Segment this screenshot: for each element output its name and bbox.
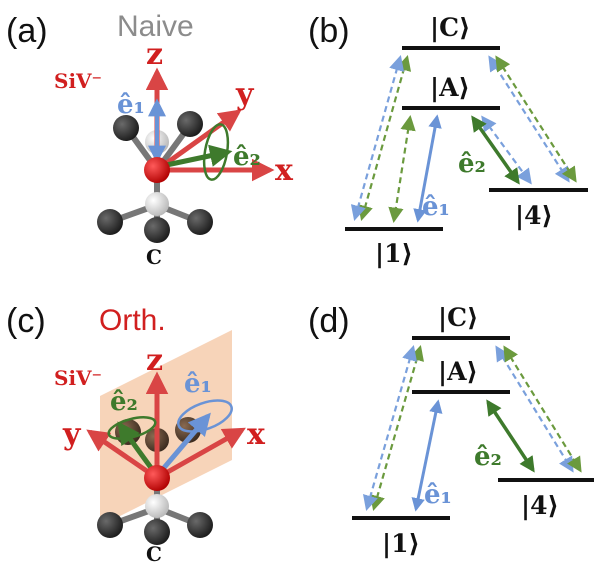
e1-transition-1-A: [413, 114, 442, 223]
x-axis-label: x: [247, 417, 266, 452]
ket-A: |A⟩: [438, 357, 478, 386]
panel-c: (c) Orth.: [6, 302, 266, 564]
e2-label: ê₂: [458, 149, 486, 179]
siv-atom: [144, 465, 170, 491]
siv-molecule-c: [86, 330, 246, 545]
e1-label: ê₁: [117, 90, 145, 120]
e1-transition-1-A: [411, 399, 443, 512]
z-axis-label: z: [146, 37, 163, 72]
z-axis-label: z: [146, 343, 163, 378]
ket-C: |C⟩: [430, 13, 470, 42]
carbon-atom: [113, 115, 139, 141]
decay-C-to-4-green: [503, 345, 582, 473]
y-axis-label: y: [62, 417, 82, 452]
siv-atom: [144, 157, 170, 183]
carbon-atom: [97, 209, 123, 235]
y-axis-label: y: [235, 77, 255, 112]
vacancy-atom: [145, 494, 169, 518]
ket-C: |C⟩: [438, 303, 478, 332]
panel-d: (d) |C⟩ |A⟩ |1⟩ |4⟩ ê₁ ê₂: [308, 302, 594, 558]
carbon-atom: [187, 512, 213, 538]
vacancy-atom: [145, 192, 169, 216]
panel-d-label: (d): [308, 302, 350, 340]
carbon-atom: [97, 512, 123, 538]
siv-label: SiV⁻: [54, 366, 102, 390]
carbon-atom: [144, 519, 170, 545]
e2-polarization-ellipse: [202, 123, 230, 181]
decay-C-to-4-green: [495, 55, 577, 183]
carbon-atom: [144, 217, 170, 243]
carbon-atom: [177, 111, 203, 137]
decay-A-to-4-blue: [481, 115, 532, 185]
x-axis-label: x: [275, 153, 294, 188]
decay-C-to-1-blue: [350, 55, 405, 221]
ket-4: |4⟩: [515, 201, 553, 230]
decay-C-to-1-green: [357, 55, 412, 221]
siv-label: SiV⁻: [54, 69, 102, 93]
e1-polarization-ellipse: [177, 399, 233, 433]
y-axis-arrow: [86, 429, 159, 481]
y-axis-arrow: [155, 109, 242, 173]
e2-label: ê₂: [474, 442, 502, 472]
decay-C-to-1-green: [370, 345, 424, 511]
ket-1: |1⟩: [375, 239, 413, 268]
siv-molecule-a: [97, 67, 275, 243]
e1-label: ê₁: [424, 480, 452, 510]
panel-a-title: Naive: [117, 10, 194, 43]
carbon-atom: [187, 209, 213, 235]
ket-A: |A⟩: [430, 73, 470, 102]
e2-vector: [156, 144, 233, 170]
decay-A-to-1-green: [388, 114, 416, 224]
orthogonal-plane: [100, 330, 232, 526]
e1-vector: [155, 412, 211, 478]
decay-C-to-1-blue: [363, 345, 417, 511]
e1-label: ê₁: [422, 192, 450, 222]
e2-transition-4-A: [471, 115, 520, 185]
carbon-label: C: [146, 245, 162, 269]
panel-b-label: (b): [308, 12, 350, 50]
panel-c-label: (c): [6, 302, 46, 340]
e1-label: ê₁: [184, 369, 212, 399]
e2-transition-4-A: [486, 399, 535, 473]
e2-label: ê₂: [233, 142, 261, 172]
carbon-label: C: [146, 542, 162, 564]
panel-c-title: Orth.: [99, 304, 166, 337]
decay-C-to-4-blue: [495, 345, 574, 473]
panel-a: (a) Naive: [6, 10, 294, 269]
e2-polarization-ellipse: [107, 416, 157, 440]
e2-label: ê₂: [110, 387, 138, 417]
x-axis-arrow: [155, 427, 246, 481]
ket-1: |1⟩: [382, 529, 420, 558]
panel-b: (b) |C⟩ |A⟩ |1⟩ |4⟩ ê₁ ê₂: [308, 12, 588, 268]
panel-a-label: (a): [6, 12, 48, 50]
ket-4: |4⟩: [521, 491, 559, 520]
